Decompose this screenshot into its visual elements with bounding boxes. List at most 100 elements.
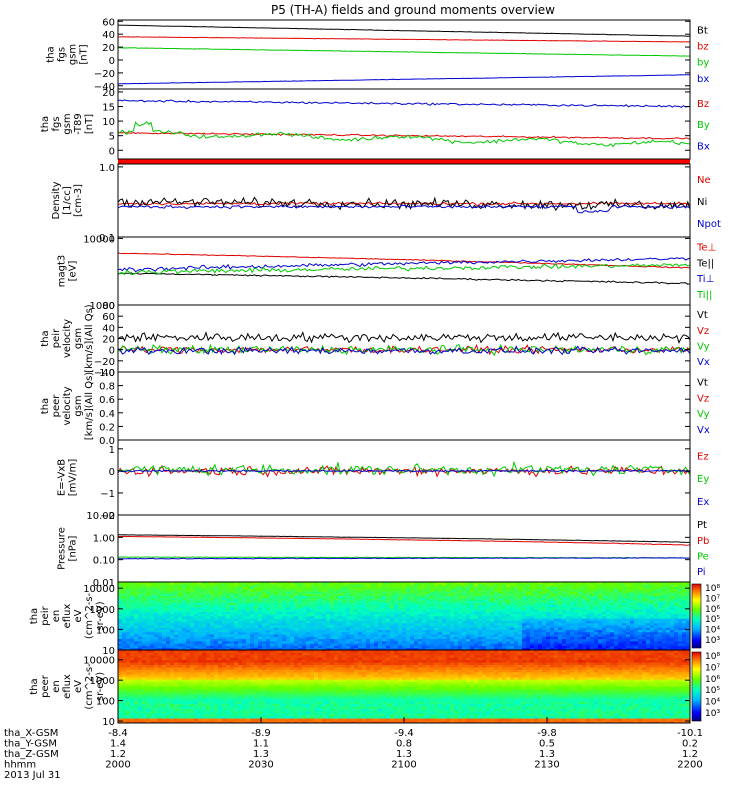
heatmap-8-cell bbox=[362, 584, 366, 587]
heatmap-8-cell bbox=[446, 602, 450, 605]
heatmap-8-cell bbox=[586, 596, 590, 599]
heatmap-8-cell bbox=[246, 623, 250, 626]
heatmap-8-cell bbox=[358, 645, 362, 648]
heatmap-8-cell bbox=[538, 611, 542, 614]
heatmap-8-cell bbox=[450, 639, 454, 642]
heatmap-8-cell bbox=[278, 632, 282, 635]
heatmap-8-cell bbox=[522, 602, 526, 605]
heatmap-8-cell bbox=[466, 643, 470, 646]
heatmap-8-cell bbox=[494, 645, 498, 648]
heatmap-8-cell bbox=[682, 591, 686, 594]
heatmap-8-cell bbox=[590, 596, 594, 599]
heatmap-8-cell bbox=[298, 618, 302, 621]
heatmap-8-cell bbox=[258, 605, 262, 608]
heatmap-8-cell bbox=[518, 609, 522, 612]
heatmap-8-cell bbox=[658, 591, 662, 594]
heatmap-8-cell bbox=[578, 596, 582, 599]
heatmap-9-cell bbox=[134, 669, 138, 672]
heatmap-8-cell bbox=[482, 643, 486, 646]
heatmap-8-cell bbox=[214, 643, 218, 646]
heatmap-8-cell bbox=[370, 598, 374, 601]
heatmap-8-cell bbox=[326, 605, 330, 608]
heatmap-8-cell bbox=[314, 630, 318, 633]
heatmap-8-cell bbox=[542, 589, 546, 592]
heatmap-8-cell bbox=[526, 591, 530, 594]
heatmap-8-cell bbox=[514, 584, 518, 587]
heatmap-9-cell bbox=[150, 708, 154, 711]
heatmap-8-cell bbox=[242, 609, 246, 612]
heatmap-9-cell bbox=[146, 669, 150, 672]
heatmap-8-cell bbox=[494, 584, 498, 587]
heatmap-8-cell bbox=[498, 584, 502, 587]
heatmap-8-cell bbox=[306, 643, 310, 646]
heatmap-8-cell bbox=[450, 625, 454, 628]
heatmap-8-cell bbox=[470, 591, 474, 594]
heatmap-8-cell bbox=[474, 591, 478, 594]
heatmap-9-cell bbox=[162, 689, 166, 692]
heatmap-8-cell bbox=[418, 609, 422, 612]
heatmap-8-cell bbox=[286, 591, 290, 594]
heatmap-8-cell bbox=[242, 618, 246, 621]
heatmap-8-cell bbox=[406, 591, 410, 594]
heatmap-8-cell bbox=[334, 584, 338, 587]
heatmap-8-cell bbox=[186, 632, 190, 635]
heatmap-8-cell bbox=[466, 645, 470, 648]
heatmap-8-cell bbox=[558, 611, 562, 614]
heatmap-8-cell bbox=[186, 591, 190, 594]
heatmap-8-cell bbox=[438, 636, 442, 639]
heatmap-8-cell bbox=[278, 609, 282, 612]
heatmap-8-cell bbox=[254, 636, 258, 639]
heatmap-8-cell bbox=[430, 591, 434, 594]
heatmap-8-cell bbox=[678, 591, 682, 594]
heatmap-8-cell bbox=[674, 589, 678, 592]
heatmap-8-cell bbox=[398, 632, 402, 635]
heatmap-8-cell bbox=[630, 645, 634, 648]
heatmap-8-cell bbox=[642, 632, 646, 635]
heatmap-8-cell bbox=[378, 636, 382, 639]
heatmap-8-cell bbox=[222, 609, 226, 612]
panel-4-ytick-label: −20 bbox=[94, 357, 115, 368]
heatmap-8-cell bbox=[438, 643, 442, 646]
heatmap-8-cell bbox=[682, 625, 686, 628]
heatmap-8-cell bbox=[374, 596, 378, 599]
heatmap-9-cell bbox=[126, 716, 130, 719]
heatmap-8-cell bbox=[638, 645, 642, 648]
heatmap-8-cell bbox=[154, 618, 158, 621]
heatmap-8-cell bbox=[586, 611, 590, 614]
heatmap-8-cell bbox=[562, 596, 566, 599]
heatmap-8-cell bbox=[518, 636, 522, 639]
heatmap-8-cell bbox=[454, 602, 458, 605]
heatmap-8-cell bbox=[342, 602, 346, 605]
heatmap-8-cell bbox=[610, 645, 614, 648]
heatmap-8-cell bbox=[342, 596, 346, 599]
heatmap-8-cell bbox=[378, 602, 382, 605]
heatmap-8-cell bbox=[526, 611, 530, 614]
heatmap-8-cell bbox=[682, 636, 686, 639]
heatmap-8-cell bbox=[442, 639, 446, 642]
heatmap-8-cell bbox=[186, 609, 190, 612]
heatmap-8-cell bbox=[490, 645, 494, 648]
heatmap-8-cell bbox=[258, 643, 262, 646]
heatmap-8-cell bbox=[558, 598, 562, 601]
legend-1-1: By bbox=[697, 120, 710, 131]
heatmap-8-cell bbox=[394, 643, 398, 646]
heatmap-8-cell bbox=[630, 630, 634, 633]
heatmap-8-cell bbox=[430, 602, 434, 605]
heatmap-8-cell bbox=[314, 625, 318, 628]
heatmap-8-cell bbox=[534, 645, 538, 648]
colorbar-8-tick: 10³ bbox=[705, 636, 720, 646]
heatmap-8-cell bbox=[578, 632, 582, 635]
heatmap-8-cell bbox=[582, 598, 586, 601]
heatmap-8-cell bbox=[222, 591, 226, 594]
heatmap-8-cell bbox=[126, 591, 130, 594]
heatmap-8-cell bbox=[562, 639, 566, 642]
heatmap-8-cell bbox=[646, 591, 650, 594]
heatmap-8-cell bbox=[538, 632, 542, 635]
heatmap-8-cell bbox=[654, 611, 658, 614]
heatmap-8-cell bbox=[554, 602, 558, 605]
heatmap-8-cell bbox=[526, 625, 530, 628]
heatmap-8-cell bbox=[354, 602, 358, 605]
heatmap-8-cell bbox=[514, 596, 518, 599]
heatmap-8-cell bbox=[142, 589, 146, 592]
heatmap-8-cell bbox=[254, 645, 258, 648]
